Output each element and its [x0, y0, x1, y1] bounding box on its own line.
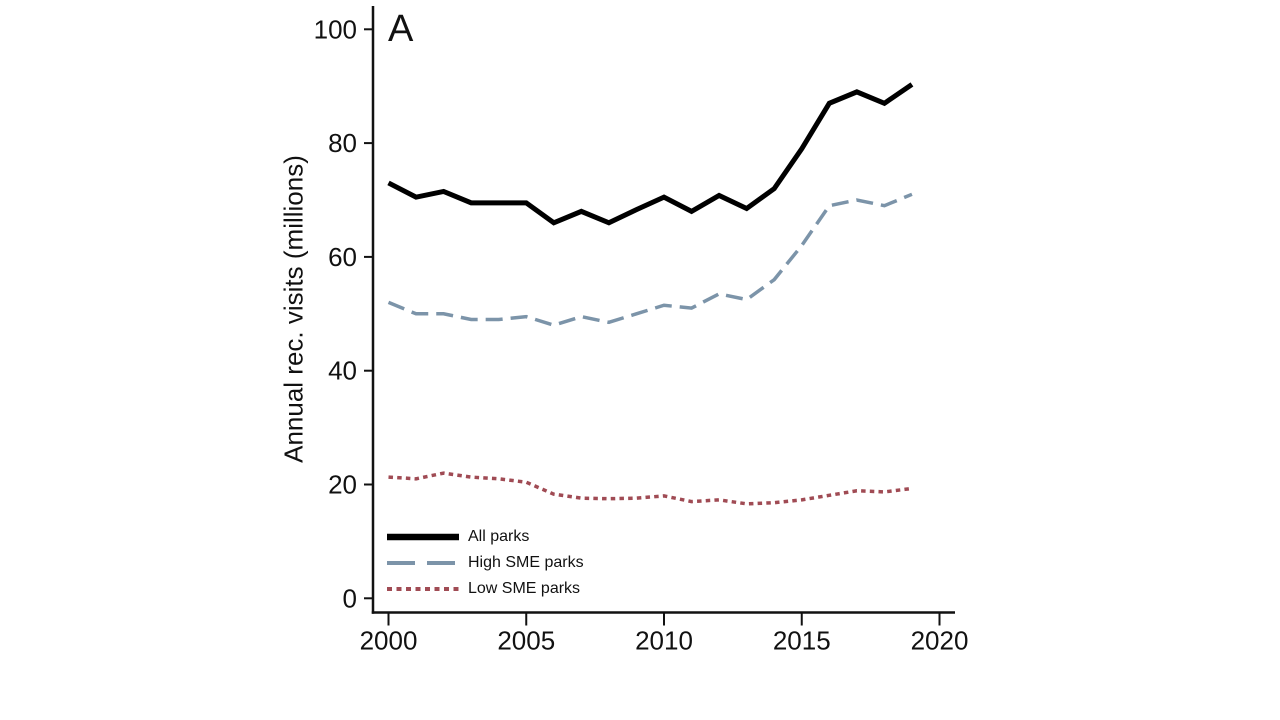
- legend-swatch-low-sme-parks: [387, 587, 459, 591]
- y-tick-label: 60: [328, 242, 357, 272]
- y-tick-label: 20: [328, 470, 357, 500]
- series-line-low-sme-parks: [388, 471, 913, 506]
- legend: All parks High SME parks Low SME parks: [387, 524, 647, 602]
- panel-label: A: [388, 8, 414, 50]
- y-axis-title: Annual rec. visits (millions): [278, 155, 309, 463]
- x-tick-label: 2005: [497, 626, 555, 656]
- legend-label: All parks: [468, 528, 530, 545]
- legend-item-all-parks: All parks: [387, 524, 647, 550]
- legend-label: Low SME parks: [468, 580, 581, 597]
- y-tick-label: 100: [314, 14, 357, 44]
- y-tick-label: 40: [328, 356, 357, 386]
- legend-swatch-high-sme-parks: [387, 561, 459, 565]
- x-tick-label: 2010: [635, 626, 693, 656]
- y-tick-label: 0: [343, 583, 357, 613]
- x-tick-label: 2020: [911, 626, 969, 656]
- y-tick-label: 80: [328, 128, 357, 158]
- series-line-high-sme-parks: [387, 192, 913, 328]
- x-tick-label: 2015: [773, 626, 831, 656]
- legend-swatch-all-parks: [387, 533, 459, 541]
- series-line-all-parks: [387, 82, 914, 226]
- x-tick-label: 2000: [360, 626, 418, 656]
- legend-item-high-sme-parks: High SME parks: [387, 550, 647, 576]
- legend-label: High SME parks: [468, 554, 584, 571]
- legend-item-low-sme-parks: Low SME parks: [387, 576, 647, 602]
